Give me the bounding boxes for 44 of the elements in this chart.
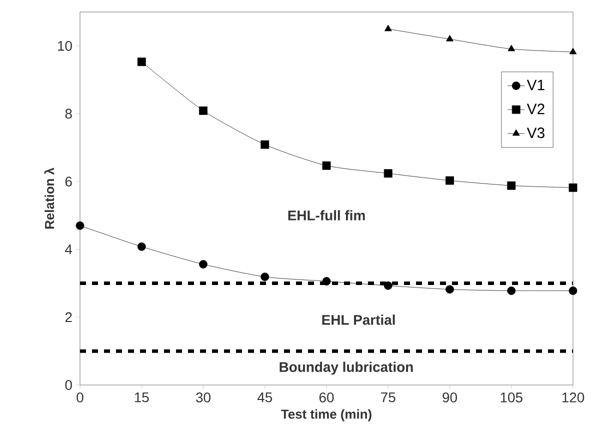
y-tick-label: 6 xyxy=(65,176,72,186)
x-tick-label: 105 xyxy=(500,392,522,402)
y-axis-title: Relation λ xyxy=(44,168,54,229)
legend-label: V2 xyxy=(526,104,544,114)
x-tick-label: 30 xyxy=(196,392,210,402)
x-tick-label: 60 xyxy=(319,392,334,402)
point xyxy=(446,34,454,42)
point xyxy=(446,285,454,294)
x-tick-label: 45 xyxy=(257,392,272,402)
legend-label: V3 xyxy=(526,128,544,138)
y-tick-label: 0 xyxy=(65,380,72,390)
annotation: Bounday lubrication xyxy=(280,362,413,375)
point xyxy=(76,221,84,230)
point xyxy=(137,58,146,66)
x-tick-label: 90 xyxy=(442,392,457,402)
point xyxy=(384,281,392,290)
x-tick-label: 75 xyxy=(381,392,396,402)
x-tick-label: 0 xyxy=(76,392,84,402)
point xyxy=(199,260,208,268)
point xyxy=(137,242,146,251)
y-tick-label: 8 xyxy=(65,108,72,119)
point xyxy=(568,183,578,192)
annotation: EHL-full fim xyxy=(288,210,365,220)
point xyxy=(384,169,392,178)
point xyxy=(507,181,516,190)
point xyxy=(507,286,516,295)
point xyxy=(260,140,270,149)
x-tick-label: 15 xyxy=(134,392,149,402)
point xyxy=(508,44,516,52)
point xyxy=(569,48,577,54)
legend-label: V1 xyxy=(526,80,544,90)
x-tick-label: 120 xyxy=(562,392,584,402)
point xyxy=(568,286,578,295)
y-tick-label: 2 xyxy=(65,312,72,322)
y-tick-label: 4 xyxy=(65,244,72,254)
x-axis-title: Test time (min) xyxy=(281,409,372,422)
point xyxy=(260,272,270,282)
point xyxy=(322,277,331,286)
y-tick-label: 10 xyxy=(58,40,72,51)
point xyxy=(384,24,392,32)
point xyxy=(446,176,454,185)
point xyxy=(199,106,208,115)
annotation: EHL Partial xyxy=(322,314,395,325)
point xyxy=(322,161,331,170)
